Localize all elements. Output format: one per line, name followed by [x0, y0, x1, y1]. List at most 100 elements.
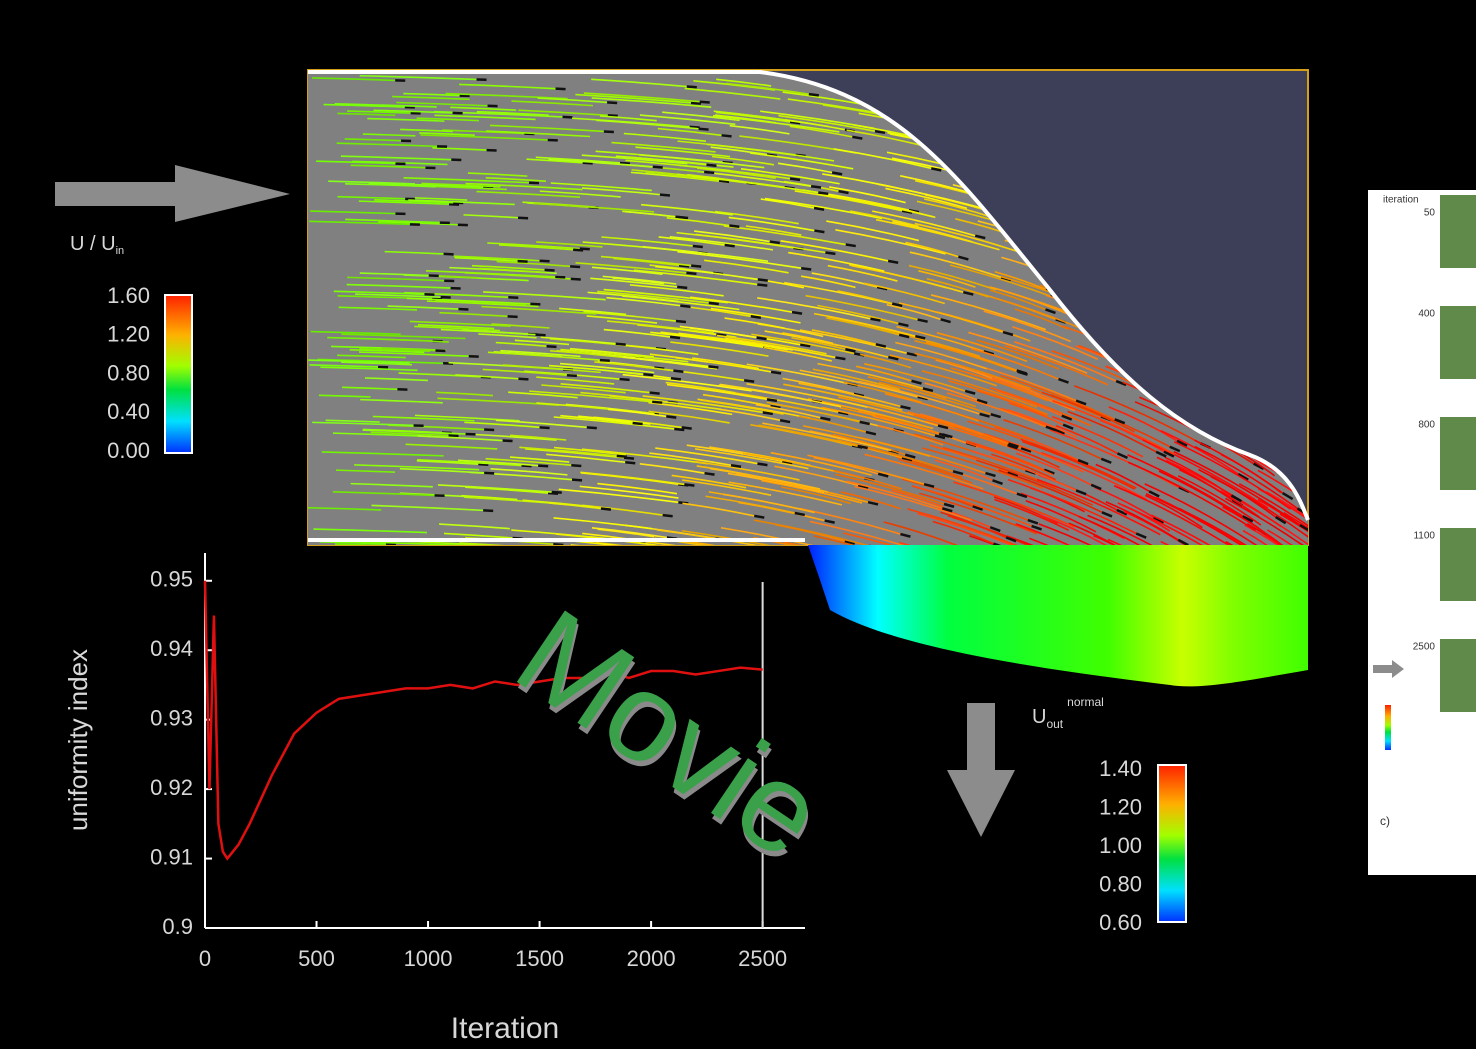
streak-tip [1314, 244, 1324, 249]
streak-tip [518, 261, 528, 262]
outlet-arrow [947, 703, 1015, 837]
streak-tip [1376, 185, 1386, 191]
thumb-label: 400 [1418, 309, 1435, 320]
streak-tip [1313, 434, 1323, 440]
streak-tip [1330, 450, 1340, 456]
streak-tip [673, 371, 683, 372]
colorbar-tick-label: 1.60 [107, 283, 150, 308]
streak-tip [587, 427, 597, 428]
streak-tip [583, 163, 593, 164]
streak-tip [790, 179, 800, 180]
streak-tip [687, 87, 697, 88]
streak-tip [518, 379, 528, 380]
colorbar-tick-label: 1.20 [107, 322, 150, 347]
streak-tip [731, 465, 741, 466]
streak-tip [1356, 387, 1366, 394]
streak-tip [670, 337, 680, 338]
streak [571, 545, 697, 560]
streak-tip [553, 544, 563, 545]
streak-tip [825, 252, 835, 253]
streak-tip [682, 427, 692, 428]
streak-tip [572, 480, 582, 481]
streak-tip [663, 515, 673, 516]
streak-tip [571, 279, 581, 280]
x-tick-label: 0 [199, 946, 211, 971]
streak-tip [814, 208, 824, 210]
streak-tip [809, 94, 819, 95]
streak-tip [691, 266, 701, 267]
x-tick-label: 1000 [404, 946, 453, 971]
streak-tip [1337, 404, 1347, 410]
streak-tip [571, 465, 581, 466]
thumb-label: 800 [1418, 420, 1435, 431]
streak-tip [811, 186, 821, 187]
streak-tip [832, 173, 842, 175]
thumb-image [1440, 639, 1476, 712]
streak-tip [649, 550, 659, 551]
streak-tip [643, 374, 653, 375]
thumb-image [1440, 195, 1476, 268]
streak-tip [705, 473, 715, 474]
y-tick-label: 0.91 [150, 844, 193, 869]
streak-tip [1343, 227, 1353, 232]
annotation: Movie [493, 583, 847, 885]
streak-tip [754, 516, 764, 518]
colorbar-tick-label: 0.60 [1099, 910, 1142, 935]
colorbar-tick-label: 0.00 [107, 438, 150, 463]
streak-tip [704, 172, 714, 173]
streak-tip [1358, 156, 1368, 161]
thumb-image [1440, 306, 1476, 379]
streak-tip [700, 102, 710, 103]
streak-tip [1339, 514, 1349, 521]
streak-tip [792, 312, 802, 313]
streak-tip [839, 191, 849, 193]
streak-tip [653, 167, 663, 168]
streak-tip [608, 115, 618, 116]
colorbar-label: Uoutnormal [1032, 695, 1104, 731]
streak-tip [1308, 139, 1318, 144]
streak-tip [600, 360, 610, 361]
streak-tip [1312, 228, 1322, 233]
streak-tip [1349, 589, 1359, 596]
colorbar-tick-label: 1.00 [1099, 833, 1142, 858]
colorbar-tick-label: 0.80 [107, 360, 150, 385]
streak-tip [484, 473, 494, 474]
streak-tip [852, 137, 862, 139]
streak-tip [751, 554, 761, 556]
streak-tip [818, 193, 828, 194]
colorbar-tick-label: 0.80 [1099, 871, 1142, 896]
streak-tip [875, 131, 885, 133]
thumb-label: 50 [1424, 208, 1436, 219]
streak-tip [620, 379, 630, 380]
streak-tip [604, 131, 614, 132]
streak-tip [513, 547, 523, 548]
outlet-profile [808, 545, 1308, 686]
streak-tip [770, 242, 780, 243]
streak-tip [693, 246, 703, 247]
thumb-label: 1100 [1413, 531, 1435, 542]
streak-tip [677, 287, 687, 288]
streak-tip [607, 102, 617, 103]
streak-tip [675, 217, 685, 218]
slide: U / Uin 1.601.200.800.400.00 Uoutnormal … [0, 0, 1476, 1049]
streak-tip [1348, 349, 1358, 355]
streak-tip [538, 466, 548, 467]
streak-tip [676, 321, 686, 322]
streak-tip [674, 429, 684, 430]
streak-tip [846, 245, 856, 247]
streak-tip [540, 427, 550, 428]
x-tick-label: 2000 [627, 946, 676, 971]
colorbar-tick-label: 1.20 [1099, 794, 1142, 819]
streak-tip [478, 464, 488, 465]
colorbar [165, 295, 192, 453]
colorbar-ticks: 1.401.201.000.800.60 [1099, 756, 1142, 935]
x-tick-label: 500 [298, 946, 335, 971]
streak-tip [757, 338, 767, 339]
thumb-image [1440, 528, 1476, 601]
streak-tip [625, 462, 635, 463]
streak-tip [633, 423, 643, 424]
streak-tip [691, 103, 701, 104]
thumb-header: iteration [1383, 195, 1419, 206]
streak-tip [699, 129, 709, 130]
y-tick-label: 0.9 [162, 914, 193, 939]
